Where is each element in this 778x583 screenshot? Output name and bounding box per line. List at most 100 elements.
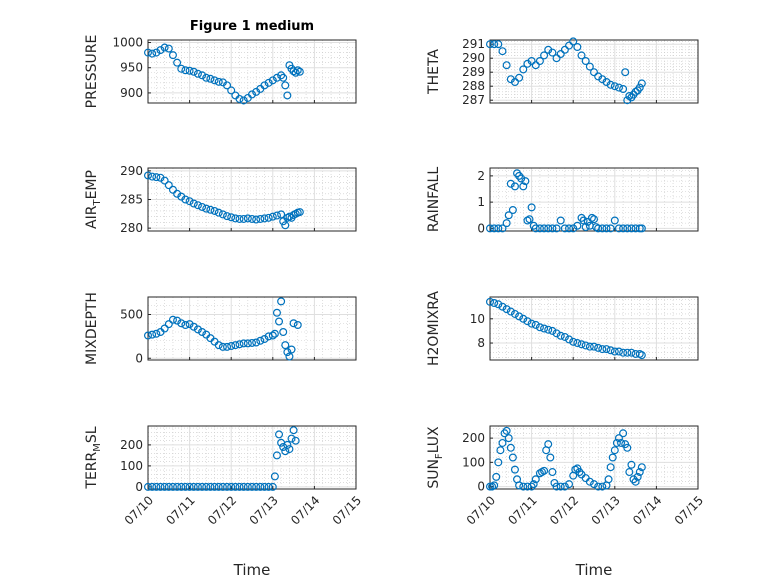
- data-point: [275, 430, 284, 439]
- data-point: [606, 224, 615, 233]
- data-point: [508, 206, 517, 215]
- data-point: [614, 83, 623, 92]
- data-point: [594, 343, 603, 352]
- data-point: [248, 338, 257, 347]
- data-point: [152, 329, 161, 338]
- data-point: [235, 482, 244, 491]
- y-tick-label: 2: [477, 169, 485, 183]
- y-axis-label: AIRTEMP: [84, 170, 103, 229]
- data-point: [494, 40, 503, 49]
- data-point: [210, 206, 219, 215]
- data-point: [614, 434, 623, 443]
- data-point: [581, 223, 590, 232]
- data-point: [560, 224, 569, 233]
- data-point: [289, 319, 298, 328]
- data-point: [531, 320, 540, 329]
- data-point: [612, 438, 621, 447]
- data-point: [552, 482, 561, 491]
- data-point: [185, 320, 194, 329]
- data-point: [185, 482, 194, 491]
- data-point: [287, 434, 296, 443]
- data-point: [637, 463, 646, 472]
- data-point: [606, 346, 615, 355]
- data-point: [506, 307, 515, 316]
- data-point: [498, 224, 507, 233]
- subplot-h2omixra: 8 10 H2OMIXRA: [426, 291, 699, 366]
- y-tick-label: 900: [120, 86, 143, 100]
- data-point: [556, 216, 565, 225]
- data-point: [223, 482, 232, 491]
- data-point: [585, 477, 594, 486]
- data-point: [525, 215, 534, 224]
- data-point: [231, 214, 240, 223]
- data-point: [189, 67, 198, 76]
- data-point: [510, 182, 519, 191]
- x-tick-label: 07/14: [288, 493, 322, 527]
- data-point: [148, 172, 157, 181]
- y-tick-label: 1: [477, 195, 485, 209]
- data-point: [548, 224, 557, 233]
- y-tick-label: 285: [120, 193, 143, 207]
- y-tick-label: 0: [135, 351, 143, 365]
- data-point: [168, 51, 177, 60]
- data-point: [227, 482, 236, 491]
- data-point: [544, 440, 553, 449]
- data-point: [235, 94, 244, 103]
- data-point: [272, 211, 281, 220]
- data-point: [168, 482, 177, 491]
- data-point: [521, 177, 530, 186]
- data-point: [272, 451, 281, 460]
- data-point: [598, 482, 607, 491]
- data-point: [544, 325, 553, 334]
- data-point: [239, 96, 248, 105]
- data-point: [295, 208, 304, 217]
- data-point: [589, 215, 598, 224]
- data-point: [264, 482, 273, 491]
- data-point: [285, 445, 294, 454]
- y-tick-label: 290: [120, 164, 143, 178]
- data-point: [198, 71, 207, 80]
- axes-frame: [147, 39, 357, 104]
- x-tick-label: 07/10: [464, 493, 498, 527]
- data-point: [283, 348, 292, 357]
- data-point: [268, 482, 277, 491]
- data-point: [527, 319, 536, 328]
- data-point: [519, 65, 528, 74]
- data-point: [637, 224, 646, 233]
- data-point: [523, 216, 532, 225]
- data-point: [498, 47, 507, 56]
- y-tick-label: 290: [462, 51, 485, 65]
- data-point: [283, 440, 292, 449]
- data-point: [498, 438, 507, 447]
- data-point: [206, 482, 215, 491]
- data-point: [627, 348, 636, 357]
- plot-area: [489, 167, 699, 232]
- data-point: [268, 212, 277, 221]
- data-point: [502, 219, 511, 228]
- x-axis-label-left: Time: [233, 561, 271, 579]
- data-point: [289, 426, 298, 435]
- data-point: [598, 345, 607, 354]
- data-point: [535, 323, 544, 332]
- axes-frame: [489, 296, 699, 361]
- data-point: [270, 472, 279, 481]
- data-point: [504, 211, 513, 220]
- data-point: [148, 330, 157, 339]
- data-point: [621, 68, 630, 77]
- data-point: [293, 66, 302, 75]
- x-tick-label: 07/13: [589, 493, 623, 527]
- data-point: [535, 56, 544, 65]
- data-point: [610, 216, 619, 225]
- data-point: [619, 224, 628, 233]
- data-point: [540, 224, 549, 233]
- data-point: [625, 91, 634, 100]
- data-point: [519, 314, 528, 323]
- data-point: [270, 329, 279, 338]
- data-point: [193, 69, 202, 78]
- data-point: [177, 64, 186, 73]
- y-tick-label: 200: [462, 431, 485, 445]
- data-point: [243, 214, 252, 223]
- data-point: [227, 342, 236, 351]
- data-point: [548, 326, 557, 335]
- data-point: [490, 40, 499, 49]
